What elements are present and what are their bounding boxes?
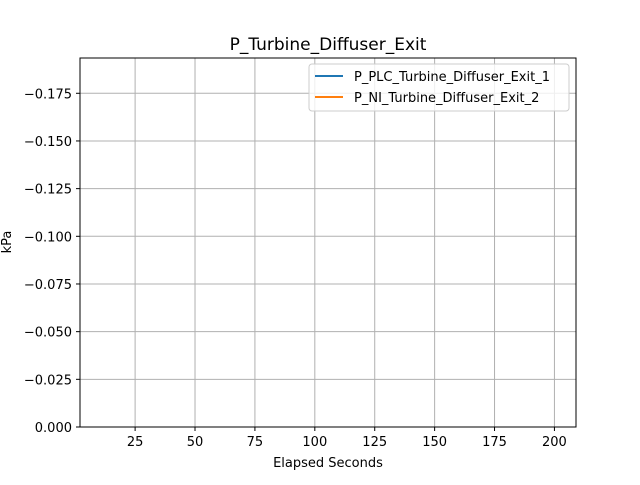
x-tick-label: 200 <box>542 435 567 450</box>
plot-frame <box>79 57 577 428</box>
y-tick-label: −0.100 <box>24 230 72 245</box>
x-tick-label: 75 <box>247 435 264 450</box>
legend: P_PLC_Turbine_Diffuser_Exit_1 P_NI_Turbi… <box>308 63 570 112</box>
x-tick-label: 25 <box>127 435 144 450</box>
x-axis-ticks: 25 50 75 100 125 150 175 200 <box>127 427 567 450</box>
y-axis-label: kPa <box>0 231 15 254</box>
x-axis-label: Elapsed Seconds <box>273 456 383 471</box>
y-tick-label: −0.075 <box>24 278 72 293</box>
x-tick-label: 100 <box>302 435 327 450</box>
chart-title: P_Turbine_Diffuser_Exit <box>230 35 427 55</box>
plot-area <box>80 58 576 427</box>
y-tick-label: −0.050 <box>24 326 72 341</box>
legend-label-ni: P_NI_Turbine_Diffuser_Exit_2 <box>354 91 539 106</box>
y-tick-label: 0.000 <box>35 421 72 436</box>
y-tick-label: −0.150 <box>24 135 72 150</box>
y-tick-label: −0.025 <box>24 373 72 388</box>
y-axis-ticks: 0.000 −0.025 −0.050 −0.075 −0.100 −0.125 −0.15… <box>24 87 80 436</box>
legend-label-plc: P_PLC_Turbine_Diffuser_Exit_1 <box>354 70 550 85</box>
x-tick-label: 150 <box>422 435 447 450</box>
x-tick-label: 50 <box>187 435 204 450</box>
x-tick-label: 175 <box>482 435 507 450</box>
y-tick-label: −0.175 <box>24 87 72 102</box>
y-tick-label: −0.125 <box>24 183 72 198</box>
legend-box <box>308 63 570 112</box>
x-tick-label: 125 <box>362 435 387 450</box>
